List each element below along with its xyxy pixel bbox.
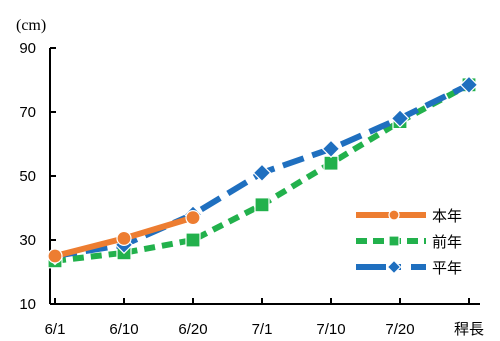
x-tick-label: 7/10 [316, 321, 345, 338]
x-tick-label: 稈長 [454, 321, 484, 338]
data-point-circle [388, 209, 400, 221]
legend-label: 平年 [432, 259, 462, 277]
y-tick-label: 30 [19, 232, 36, 249]
data-point-circle [116, 230, 132, 246]
x-tick-labels: 6/1 6/10 6/20 7/1 7/10 7/20 稈長 [45, 321, 484, 338]
x-tick-label: 6/1 [45, 321, 66, 338]
x-tick-label: 6/10 [109, 321, 138, 338]
y-unit-label: (cm) [16, 17, 46, 34]
x-tick-label: 7/1 [252, 321, 273, 338]
data-point-square [388, 235, 400, 247]
x-tick-label: 6/20 [178, 321, 207, 338]
series-2 [45, 75, 479, 266]
data-point-square [254, 197, 270, 213]
data-point-diamond [321, 139, 341, 159]
data-point-square [185, 232, 201, 248]
y-tick-label: 50 [19, 168, 36, 185]
legend-label: 本年 [432, 207, 462, 225]
y-tick-labels: 10 30 50 70 90 [19, 40, 36, 313]
y-tick-label: 90 [19, 40, 36, 57]
data-point-diamond [386, 259, 402, 275]
data-point-circle [47, 248, 63, 264]
data-point-diamond [252, 163, 272, 183]
data-point-square [323, 155, 339, 171]
series-0 [47, 210, 201, 264]
data-point-diamond [459, 75, 479, 95]
y-tick-label: 70 [19, 104, 36, 121]
legend-label: 前年 [432, 233, 462, 251]
data-point-diamond [390, 109, 410, 128]
x-tick-label: 7/20 [385, 321, 414, 338]
data-point-circle [185, 210, 201, 226]
y-tick-label: 10 [19, 296, 36, 313]
series-lines [45, 75, 479, 269]
